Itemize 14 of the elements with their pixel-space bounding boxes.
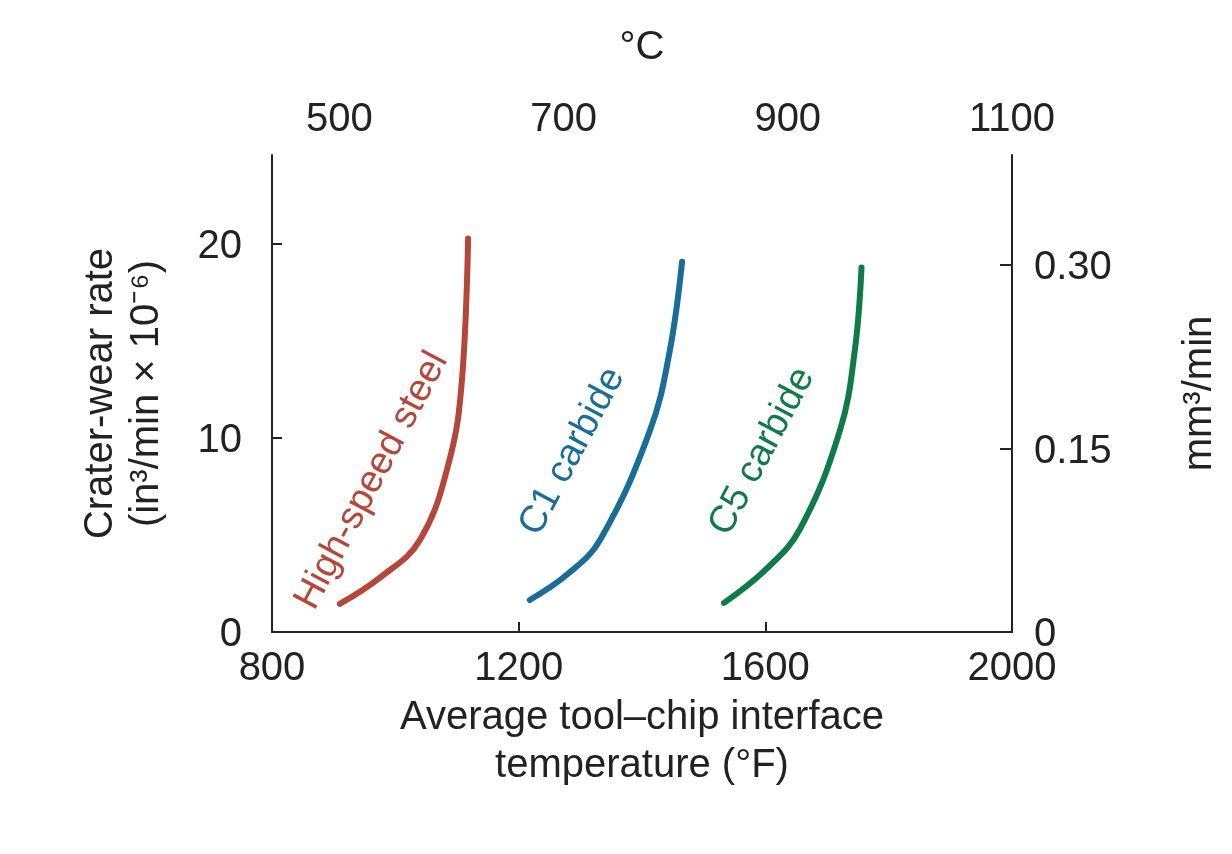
x-tick-label: 1200 (474, 644, 564, 688)
y-tick-label: 10 (197, 416, 242, 461)
y-tick-label: 20 (197, 222, 242, 267)
x2-tick-label: 1100 (968, 95, 1056, 139)
x2-tick-label: 700 (530, 95, 597, 139)
y-axis-title: Crater-wear rate (in³/min × 10⁻⁶) (76, 247, 166, 540)
x2-axis-title: °C (619, 23, 665, 67)
x-tick-label: 1600 (720, 644, 810, 688)
x-axis-title: Average tool–chip interface temperature (°F) (399, 692, 885, 785)
x2-tick-label: 500 (305, 95, 373, 139)
y2-axis-title: mm³/min (1175, 315, 1219, 472)
y2-tick-label: 0.15 (1034, 426, 1112, 471)
x2-tick-label: 900 (754, 95, 822, 139)
y2-tick-label: 0.30 (1034, 243, 1112, 288)
